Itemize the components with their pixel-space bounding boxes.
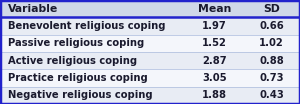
Text: SD: SD <box>263 4 280 14</box>
Text: Benevolent religious coping: Benevolent religious coping <box>8 21 165 31</box>
Text: Variable: Variable <box>8 4 58 14</box>
Text: 0.43: 0.43 <box>259 90 284 100</box>
Text: 1.97: 1.97 <box>202 21 227 31</box>
Text: 0.66: 0.66 <box>259 21 284 31</box>
Bar <box>0 52 300 69</box>
Text: 1.88: 1.88 <box>202 90 227 100</box>
Text: Negative religious coping: Negative religious coping <box>8 90 152 100</box>
Bar <box>0 35 300 52</box>
Bar <box>0 0 300 17</box>
Text: 1.02: 1.02 <box>259 38 284 48</box>
Text: 3.05: 3.05 <box>202 73 227 83</box>
Text: 0.73: 0.73 <box>259 73 284 83</box>
Text: Active religious coping: Active religious coping <box>8 56 136 66</box>
Bar <box>0 17 300 35</box>
Text: Mean: Mean <box>198 4 231 14</box>
Bar <box>0 69 300 87</box>
Bar <box>0 87 300 104</box>
Text: Practice religious coping: Practice religious coping <box>8 73 147 83</box>
Text: 0.88: 0.88 <box>259 56 284 66</box>
Text: 1.52: 1.52 <box>202 38 227 48</box>
Text: 2.87: 2.87 <box>202 56 227 66</box>
Text: Passive religious coping: Passive religious coping <box>8 38 144 48</box>
